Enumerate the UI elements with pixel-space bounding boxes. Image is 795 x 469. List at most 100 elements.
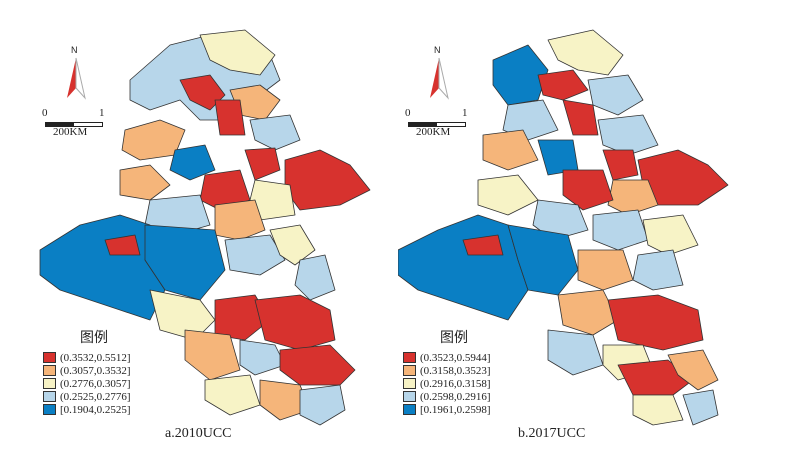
region-shape (239, 339, 286, 376)
legend-label: [0.1961,0.2598] (420, 403, 491, 416)
scale-bar-line (408, 122, 466, 127)
scale-bar-line (45, 122, 103, 127)
region-shape (184, 329, 241, 381)
region-shape (269, 224, 316, 266)
region-shape (284, 149, 371, 211)
legend-label: (0.3158,0.3523] (420, 364, 491, 377)
region-shape (532, 199, 589, 241)
legend-title: 图例 (80, 330, 108, 346)
region-shape (587, 74, 644, 116)
region-shape (502, 99, 559, 141)
region-shape (482, 129, 539, 171)
legend-label: (0.3532,0.5512] (60, 351, 131, 364)
region-shape (204, 374, 261, 416)
legend-item: (0.2916,0.3158] (403, 377, 550, 390)
scale-bar: 0 1 200KM (405, 107, 468, 140)
panel-caption: a.2010UCC (165, 426, 232, 441)
scale-unit: 200KM (416, 126, 451, 138)
region-shape (224, 234, 286, 276)
region-shape (607, 294, 704, 351)
scale-one: 1 (462, 107, 468, 119)
north-label: N (71, 45, 78, 55)
legend-label: (0.2776,0.3057] (60, 377, 131, 390)
region-shape (562, 169, 614, 211)
legend-item: [0.1961,0.2598] (403, 403, 550, 416)
region-shape (462, 234, 504, 256)
region-shape (279, 344, 356, 386)
legend-item: (0.2776,0.3057] (43, 377, 190, 390)
region-shape (602, 149, 639, 181)
legend-swatch (403, 391, 416, 402)
region-shape (214, 99, 246, 136)
legend-label: (0.3523,0.5944] (420, 351, 491, 364)
legend-swatch (403, 378, 416, 389)
map-panel-2017: N 0 1 200KM 图例 (0.3523,0.5944] (0.3158,0… (398, 0, 795, 469)
legend: 图例 (0.3532,0.5512] (0.3057,0.3532] (0.27… (40, 327, 190, 416)
region-shape (299, 384, 346, 426)
region-shape (119, 164, 171, 201)
region-shape (547, 29, 624, 76)
region-shape (577, 249, 634, 291)
scale-one: 1 (99, 107, 105, 119)
region-shape (562, 99, 599, 136)
legend-item: (0.3523,0.5944] (403, 351, 550, 364)
north-label: N (434, 45, 441, 55)
legend-swatch (43, 352, 56, 363)
region-shape (169, 144, 216, 181)
scale-unit: 200KM (53, 126, 88, 138)
legend-label: (0.2916,0.3158] (420, 377, 491, 390)
region-map-2017 (398, 29, 729, 426)
north-arrow-icon (430, 57, 449, 100)
legend-swatch (403, 352, 416, 363)
legend-swatch (43, 365, 56, 376)
legend-swatch (403, 404, 416, 415)
scale-zero: 0 (405, 107, 411, 119)
region-shape (667, 349, 719, 391)
region-shape (537, 69, 589, 101)
region-shape (682, 389, 719, 426)
region-shape (104, 234, 141, 256)
legend: 图例 (0.3523,0.5944] (0.3158,0.3523] (0.29… (400, 327, 550, 416)
legend-swatch (43, 391, 56, 402)
region-shape (492, 44, 549, 106)
legend-label: (0.3057,0.3532] (60, 364, 131, 377)
legend-item: (0.3057,0.3532] (43, 364, 190, 377)
legend-item: (0.2598,0.2916] (403, 390, 550, 403)
legend-label: (0.2598,0.2916] (420, 390, 491, 403)
region-shape (249, 114, 301, 151)
region-shape (199, 29, 276, 76)
region-shape (477, 174, 539, 216)
region-shape (249, 179, 296, 221)
region-shape (642, 214, 699, 256)
legend-label: [0.1904,0.2525] (60, 403, 131, 416)
region-shape (149, 289, 216, 341)
panel-caption: b.2017UCC (518, 426, 586, 441)
legend-swatch (43, 378, 56, 389)
region-shape (557, 289, 619, 336)
legend-swatch (43, 404, 56, 415)
region-shape (632, 394, 684, 426)
region-shape (597, 114, 659, 156)
scale-bar: 0 1 200KM (42, 107, 105, 140)
region-shape (592, 209, 649, 251)
legend-item: (0.2525,0.2776] (43, 390, 190, 403)
legend-item: [0.1904,0.2525] (43, 403, 190, 416)
region-shape (259, 379, 311, 421)
region-shape (294, 254, 336, 301)
region-shape (547, 329, 604, 376)
region-shape (244, 147, 281, 181)
north-arrow-icon (67, 57, 86, 100)
region-shape (617, 359, 694, 396)
legend-label: (0.2525,0.2776] (60, 390, 131, 403)
scale-zero: 0 (42, 107, 48, 119)
legend-title: 图例 (440, 330, 468, 346)
region-shape (632, 249, 684, 291)
region-map-2010 (39, 29, 371, 426)
legend-item: (0.3158,0.3523] (403, 364, 550, 377)
region-shape (398, 214, 529, 321)
region-shape (607, 179, 659, 216)
legend-item: (0.3532,0.5512] (43, 351, 190, 364)
legend-swatch (403, 365, 416, 376)
region-shape (254, 294, 336, 351)
map-panel-2010: N 0 1 200KM 图例 (0.3532,0.5512] (0.3057,0… (0, 0, 397, 469)
